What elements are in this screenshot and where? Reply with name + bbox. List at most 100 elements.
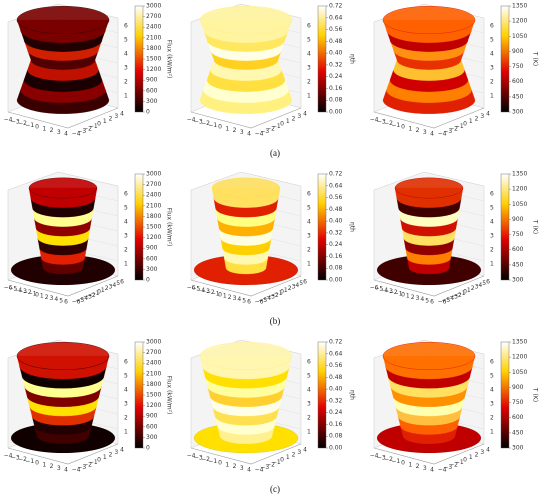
colorbar-label: ηth	[349, 54, 356, 64]
y-tick-label: 0	[280, 457, 284, 464]
axes-edge	[7, 107, 119, 129]
y-tick-label: −6	[72, 299, 81, 306]
x-tick-label: 3	[423, 129, 427, 136]
colorbar-tick-label: 0	[146, 445, 150, 452]
x-tick-label: −2	[201, 456, 210, 463]
z-tick-label: 2	[490, 79, 494, 86]
y-tick-label: 5	[482, 280, 486, 287]
colorbar-tick-label: 0.24	[329, 73, 343, 80]
x-tick-label: −2	[384, 120, 393, 127]
y-tick-label: 1	[286, 118, 290, 125]
y-tick-label: −2	[87, 292, 96, 299]
y-tick-label: −1	[274, 290, 283, 297]
x-tick-label: 5	[59, 297, 63, 304]
colorbar-tick-label: 2700	[146, 13, 161, 20]
z-tick-label: 5	[124, 373, 128, 380]
colorbar-label: Flux (kW/m²)	[166, 208, 173, 247]
colorbar-tick-label: 2400	[146, 24, 161, 31]
z-tick-label: 5	[124, 37, 128, 44]
y-tick-label: 2	[292, 116, 296, 123]
z-tick-label: 5	[490, 37, 494, 44]
colorbar-tick-label: 0.48	[329, 206, 343, 213]
colorbar-tick-label: 300	[146, 434, 158, 441]
colorbar-tick-label: 1050	[512, 201, 527, 208]
y-tick-label: 3	[480, 449, 484, 456]
x-tick-label: −6	[187, 285, 196, 292]
axes-edge	[373, 107, 485, 129]
z-tick-label: 2	[124, 247, 128, 254]
y-tick-label: 4	[303, 447, 307, 454]
colorbar-tick-label: 600	[512, 246, 524, 253]
y-tick-label: −2	[83, 126, 92, 133]
y-tick-label: 0	[463, 289, 467, 296]
colorbar-tick-label: 300	[512, 109, 524, 116]
y-tick-label: 1	[469, 454, 473, 461]
y-tick-label: −1	[455, 459, 464, 466]
y-tick-label: −1	[272, 123, 281, 130]
colorbar-tick-label: 0.48	[329, 374, 343, 381]
z-tick-label: 1	[124, 429, 128, 436]
colorbar-tick-label: 0.00	[329, 445, 343, 452]
x-tick-label: 3	[50, 295, 54, 302]
z-tick-label: 3	[124, 401, 128, 408]
y-tick-label: 4	[486, 111, 490, 118]
plot-panel: −4−3−2−1 0 1 2 3 4 −4−3−2−1 0 1 2 3 412345630045060…	[370, 339, 539, 474]
y-tick-label: 3	[297, 449, 301, 456]
colorbar-tick-label: 1200	[512, 354, 527, 361]
colorbar-tick-label: 0.40	[329, 218, 343, 225]
y-tick-label: 5	[299, 280, 303, 287]
x-tick-label: 0	[35, 460, 39, 467]
z-tick-label: 4	[490, 219, 494, 226]
z-tick-label: 1	[490, 93, 494, 100]
colorbar-tick-label: 3000	[146, 339, 161, 346]
z-tick-label: 6	[490, 191, 494, 198]
plot-panel: −4−3−2−1 0 1 2 3 4 −4−3−2−1 0 1 2 3 41234560.000.08…	[187, 339, 356, 474]
y-tick-label: −3	[260, 128, 269, 135]
colorbar-tick-label: 600	[512, 414, 524, 421]
y-tick-label: −4	[79, 295, 88, 302]
y-tick-label: −3	[449, 294, 458, 301]
x-tick-label: −1	[208, 122, 217, 129]
x-tick-label: −3	[201, 288, 210, 295]
z-tick-label: 1	[307, 429, 311, 436]
y-tick-label: 2	[471, 285, 475, 292]
colorbar-tick-label: 1500	[146, 392, 161, 399]
colorbar-label: T (K)	[532, 387, 539, 402]
colorbar-tick-label: 0	[146, 109, 150, 116]
y-tick-label: −4	[445, 295, 454, 302]
x-tick-label: −4	[370, 453, 379, 460]
x-tick-label: −4	[196, 287, 205, 294]
z-tick-label: 4	[307, 387, 311, 394]
z-tick-label: 2	[124, 79, 128, 86]
z-tick-label: 3	[307, 233, 311, 240]
colorbar-tick-label: 750	[512, 231, 524, 238]
y-tick-label: 1	[101, 287, 105, 294]
x-tick-label: −1	[25, 458, 34, 465]
x-tick-label: −1	[28, 290, 37, 297]
colorbar	[134, 173, 144, 281]
y-tick-label: −5	[75, 297, 84, 304]
x-tick-label: −3	[194, 118, 203, 125]
z-tick-label: 2	[307, 415, 311, 422]
x-tick-label: −2	[384, 456, 393, 463]
z-tick-label: 2	[124, 415, 128, 422]
colorbar-tick-label: 900	[512, 216, 524, 223]
colorbar-tick-label: 2400	[146, 360, 161, 367]
y-tick-label: −4	[438, 131, 447, 138]
y-tick-label: −4	[255, 131, 264, 138]
x-tick-label: −3	[384, 288, 393, 295]
z-tick-label: 5	[307, 205, 311, 212]
colorbar-tick-label: 1500	[146, 56, 161, 63]
colorbar-label: T (K)	[532, 219, 539, 234]
y-tick-label: 4	[120, 447, 124, 454]
y-tick-label: 3	[292, 284, 296, 291]
z-tick-label: 2	[490, 247, 494, 254]
axes-edge	[190, 443, 302, 465]
z-tick-label: 1	[490, 261, 494, 268]
axes-edge	[373, 443, 485, 465]
colorbar-tick-label: 0.56	[329, 362, 343, 369]
z-tick-label: 5	[307, 373, 311, 380]
x-tick-label: 1	[42, 461, 46, 468]
x-tick-label: 3	[57, 465, 61, 472]
colorbar-tick-label: 2100	[146, 202, 161, 209]
